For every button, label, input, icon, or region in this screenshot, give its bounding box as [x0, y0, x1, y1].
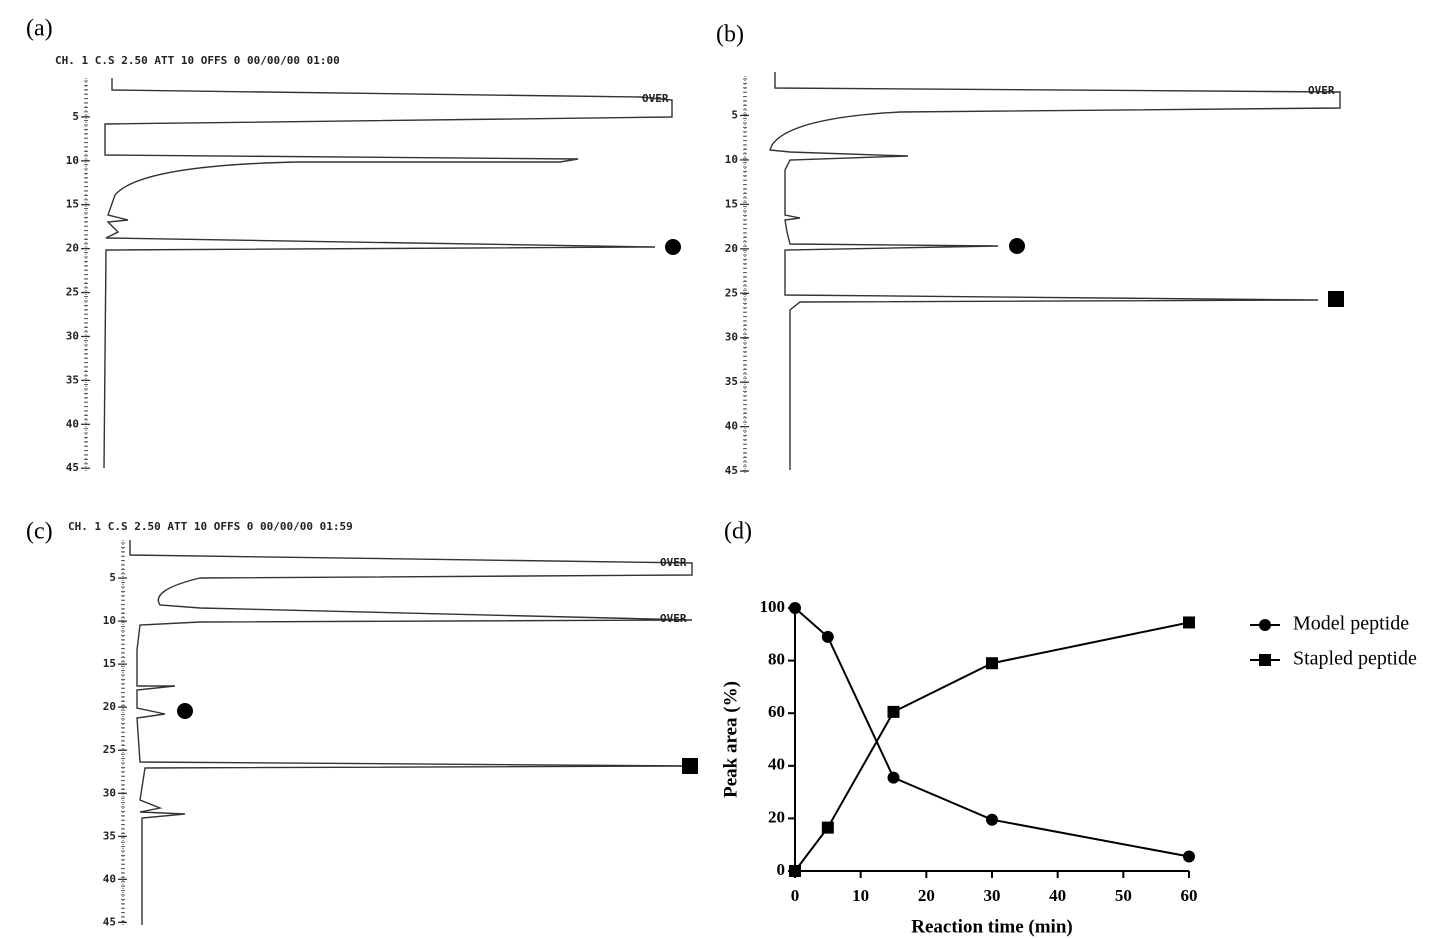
- y-tick-label: 20: [66, 242, 79, 255]
- y-tick-label: 15: [103, 657, 116, 670]
- marker: [986, 657, 998, 669]
- annotation: OVER: [660, 612, 687, 625]
- y-tick-label: 35: [103, 829, 116, 842]
- panel-label: (b): [716, 22, 744, 48]
- y-tick-label: 40: [768, 755, 785, 774]
- y-tick-label: 40: [725, 420, 738, 433]
- marker: [888, 772, 900, 784]
- y-tick-label: 25: [103, 743, 116, 756]
- peak-marker: [177, 703, 193, 719]
- y-tick-label: 80: [768, 650, 785, 669]
- marker: [789, 602, 801, 614]
- y-tick-label: 100: [760, 597, 786, 616]
- annotation: OVER: [660, 556, 687, 569]
- panel-label: (d): [724, 519, 752, 545]
- legend-marker: [1259, 619, 1271, 631]
- y-tick-label: 40: [103, 872, 116, 885]
- annotation: OVER: [1308, 84, 1335, 97]
- x-axis-label: Reaction time (min): [911, 916, 1072, 937]
- background: [0, 0, 1432, 940]
- y-tick-label: 35: [66, 373, 79, 386]
- marker: [1183, 616, 1195, 628]
- y-tick-label: 5: [72, 110, 79, 123]
- legend-label: Model peptide: [1293, 613, 1409, 635]
- y-tick-label: 30: [66, 329, 79, 342]
- peak-marker: [1328, 291, 1344, 307]
- y-tick-label: 15: [66, 198, 79, 211]
- y-tick-label: 25: [66, 286, 79, 299]
- y-tick-label: 60: [768, 702, 785, 721]
- x-tick-label: 20: [918, 886, 935, 905]
- y-tick-label: 25: [725, 286, 738, 299]
- panel-label: (a): [26, 16, 53, 42]
- marker: [986, 814, 998, 826]
- x-tick-label: 60: [1181, 886, 1198, 905]
- x-tick-label: 50: [1115, 886, 1132, 905]
- annotation: OVER: [642, 92, 669, 105]
- marker: [888, 706, 900, 718]
- legend-label: Stapled peptide: [1293, 648, 1417, 670]
- x-tick-label: 30: [984, 886, 1001, 905]
- y-tick-label: 30: [103, 786, 116, 799]
- peak-marker: [1009, 238, 1025, 254]
- y-axis-label: Peak area (%): [720, 681, 741, 798]
- x-tick-label: 40: [1049, 886, 1066, 905]
- y-tick-label: 10: [103, 614, 116, 627]
- y-tick-label: 35: [725, 375, 738, 388]
- legend-marker: [1259, 654, 1271, 666]
- figure: (a)CH. 1 C.S 2.50 ATT 10 OFFS 0 00/00/00…: [0, 0, 1432, 940]
- panel-label: (c): [26, 519, 53, 545]
- y-tick-label: 5: [109, 571, 116, 584]
- y-tick-label: 20: [103, 700, 116, 713]
- y-tick-label: 5: [731, 108, 738, 121]
- peak-marker: [682, 758, 698, 774]
- peak-marker: [665, 239, 681, 255]
- y-tick-label: 0: [777, 860, 786, 879]
- y-tick-label: 45: [725, 464, 738, 477]
- y-tick-label: 45: [66, 461, 79, 474]
- y-tick-label: 10: [725, 153, 738, 166]
- y-tick-label: 20: [725, 242, 738, 255]
- y-tick-label: 30: [725, 331, 738, 344]
- y-tick-label: 10: [66, 154, 79, 167]
- x-tick-label: 0: [791, 886, 800, 905]
- y-tick-label: 20: [768, 807, 785, 826]
- marker: [822, 822, 834, 834]
- chart-header: CH. 1 C.S 2.50 ATT 10 OFFS 0 00/00/00 01…: [68, 520, 353, 533]
- x-tick-label: 10: [852, 886, 869, 905]
- marker: [822, 631, 834, 643]
- y-tick-label: 15: [725, 197, 738, 210]
- marker: [1183, 851, 1195, 863]
- y-tick-label: 45: [103, 915, 116, 928]
- marker: [789, 865, 801, 877]
- chart-header: CH. 1 C.S 2.50 ATT 10 OFFS 0 00/00/00 01…: [55, 54, 340, 67]
- y-tick-label: 40: [66, 417, 79, 430]
